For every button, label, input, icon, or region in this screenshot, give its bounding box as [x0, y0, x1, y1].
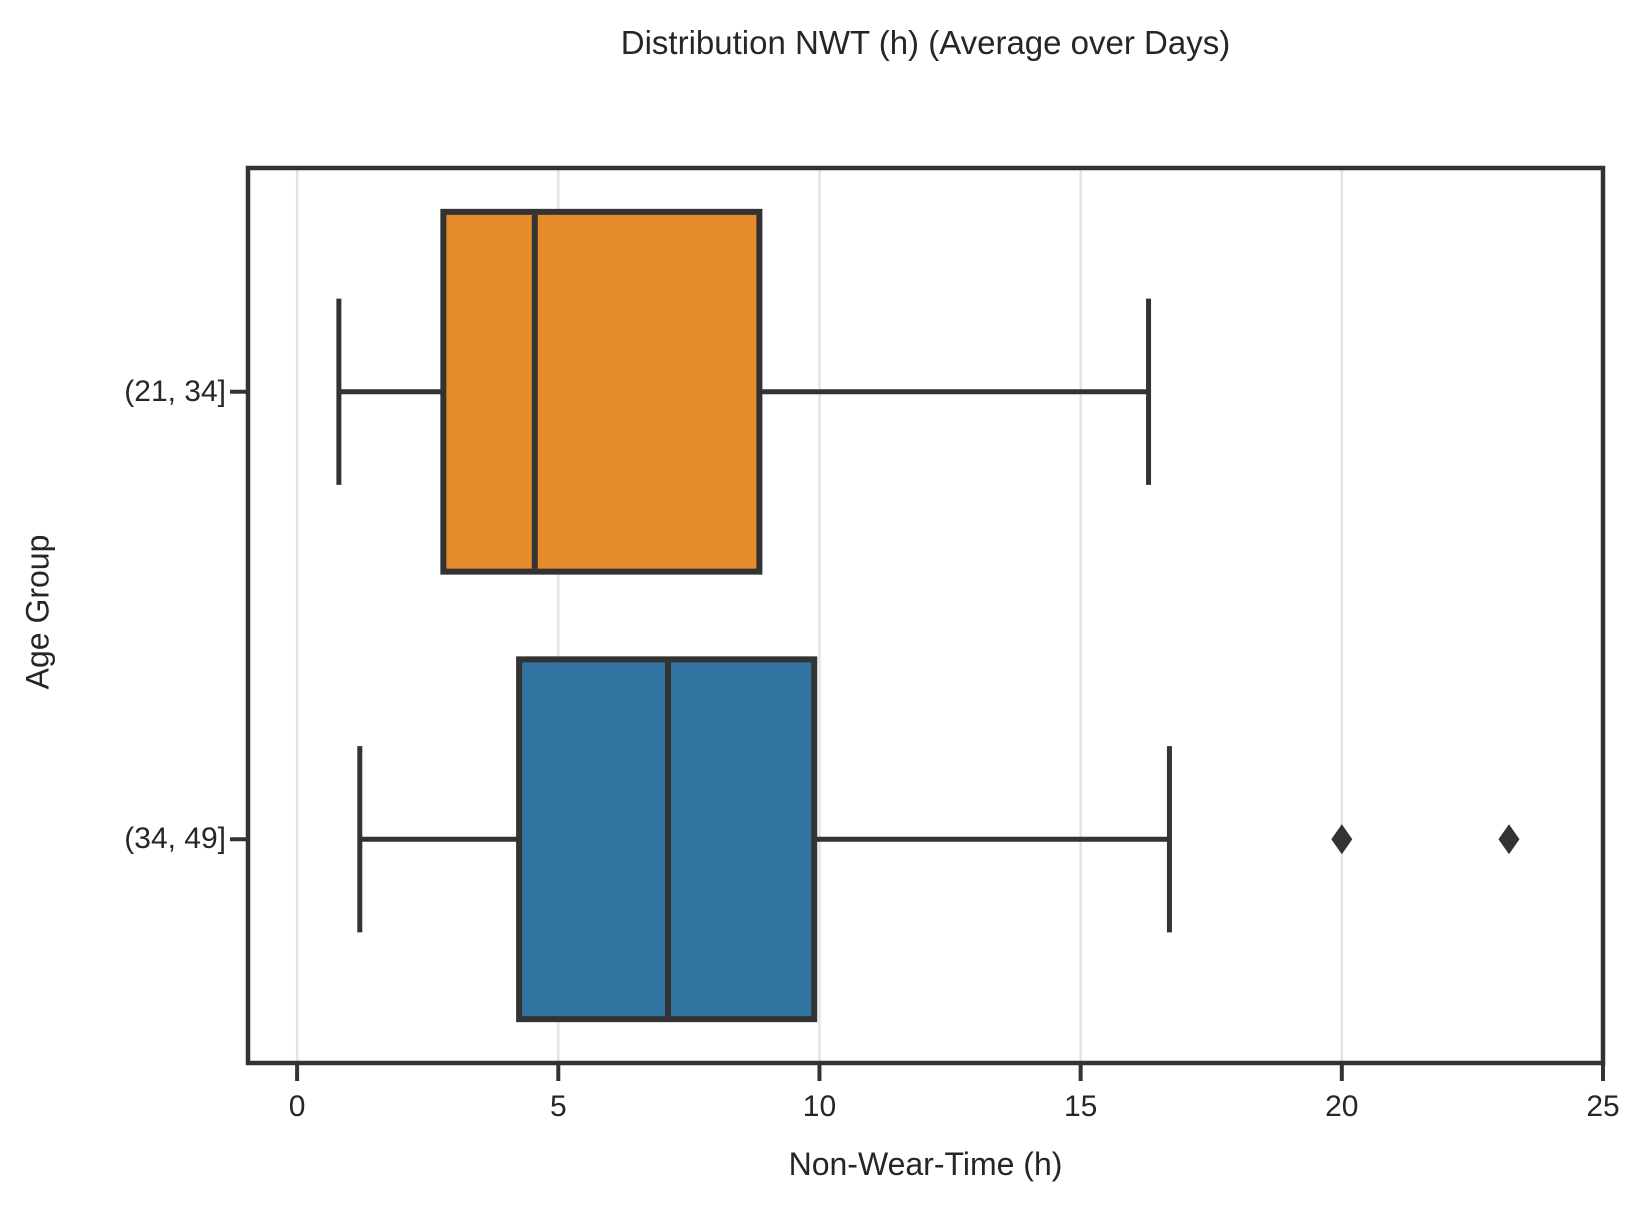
x-tick-label: 10 — [802, 1090, 837, 1123]
box-0 — [440, 208, 763, 575]
x-tick-label: 25 — [1586, 1090, 1620, 1123]
x-tick-label: 20 — [1325, 1090, 1359, 1123]
x-tick-label: 0 — [288, 1090, 306, 1123]
x-axis-label: Non-Wear-Time (h) — [788, 1146, 1063, 1182]
x-tick-label: 5 — [549, 1090, 567, 1123]
outlier-diamond — [1498, 824, 1520, 855]
y-tick-label: (21, 34] — [124, 374, 226, 408]
chart-title: Distribution NWT (h) (Average over Days) — [620, 24, 1231, 61]
plot-border — [245, 165, 1606, 1066]
y-tick-label: (34, 49] — [124, 822, 226, 856]
outlier-diamond — [1331, 824, 1353, 855]
x-tick-label: 15 — [1063, 1090, 1098, 1123]
